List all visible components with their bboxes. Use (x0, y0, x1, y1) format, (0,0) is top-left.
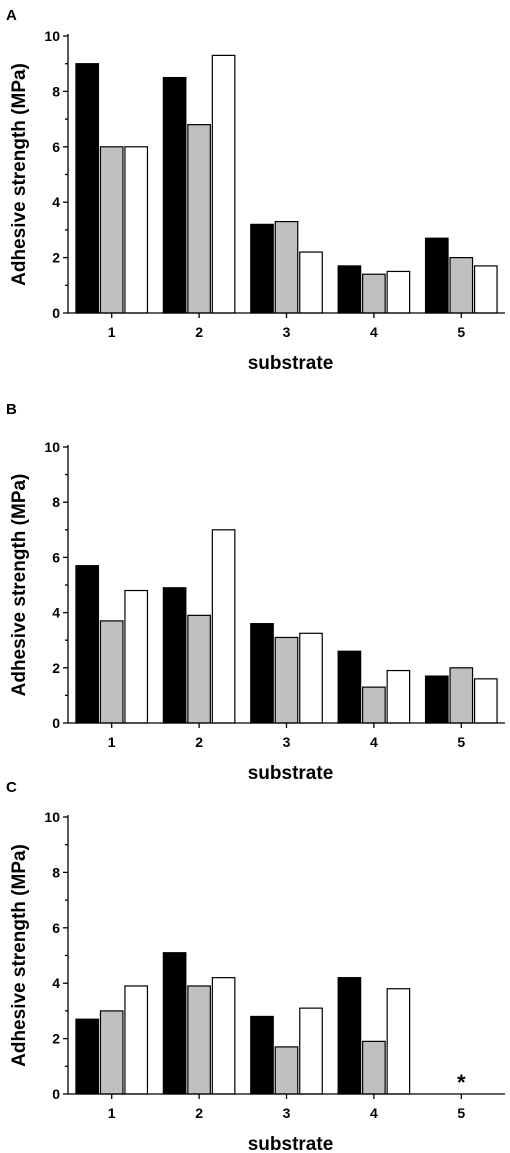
x-tick-label: 4 (370, 324, 378, 340)
bar-series3-category-1 (124, 589, 149, 724)
x-tick-label: 4 (370, 1105, 378, 1121)
bar-series1-category-2 (162, 76, 187, 314)
bar-series2-category-4 (362, 686, 386, 724)
x-tick-label: 2 (195, 324, 203, 340)
panel-label: A (6, 7, 17, 24)
bar-series1-category-5 (424, 675, 449, 724)
bar-series2-category-2 (187, 614, 211, 724)
y-tick-label: 8 (52, 864, 60, 880)
bar-series1-category-2 (162, 952, 187, 1095)
y-tick-label: 0 (52, 715, 60, 731)
bar-series3-category-3 (299, 251, 323, 314)
bar-series1-category-1 (75, 565, 100, 724)
y-tick-label: 10 (44, 439, 60, 455)
y-tick-label: 6 (52, 549, 60, 565)
y-tick-label: 10 (44, 809, 60, 825)
bar-series1-category-2 (162, 587, 187, 724)
x-tick-label: 1 (108, 1105, 116, 1121)
bar-series3-category-5 (473, 678, 498, 724)
bar-series1-category-4 (337, 650, 362, 724)
x-tick-label: 1 (108, 324, 116, 340)
bar-series1-category-4 (337, 977, 362, 1095)
y-tick-label: 6 (52, 139, 60, 155)
x-axis-title: substrate (248, 763, 334, 784)
panel-label: B (6, 401, 17, 418)
y-axis-title: Adhesive strength (MPa) (9, 474, 30, 697)
y-tick-label: 10 (44, 28, 60, 44)
bar-series3-category-4 (386, 669, 411, 724)
y-tick-label: 4 (52, 194, 60, 210)
bar-series3-category-2 (211, 529, 236, 724)
bar-series2-category-3 (274, 1046, 299, 1095)
bar-series2-category-1 (99, 1010, 124, 1095)
bar-series2-category-2 (187, 985, 211, 1095)
x-axis-title: substrate (248, 353, 334, 374)
y-tick-label: 8 (52, 83, 60, 99)
y-tick-label: 2 (52, 1031, 60, 1047)
x-tick-label: 5 (457, 734, 465, 750)
y-tick-label: 6 (52, 920, 60, 936)
bar-series3-category-5 (473, 265, 498, 314)
bar-series2-category-3 (274, 636, 299, 724)
bar-series3-category-2 (211, 977, 236, 1095)
bar-series2-category-5 (449, 667, 474, 724)
bar-series1-category-3 (250, 1015, 274, 1095)
bar-series3-category-2 (211, 54, 236, 314)
x-tick-label: 5 (457, 1105, 465, 1121)
y-tick-label: 4 (52, 605, 60, 621)
bar-series1-category-1 (75, 1018, 100, 1095)
bar-series3-category-3 (299, 632, 323, 724)
bar-series3-category-4 (386, 270, 411, 314)
bar-series1-category-3 (250, 623, 274, 724)
y-tick-label: 2 (52, 250, 60, 266)
bar-series2-category-3 (274, 220, 299, 314)
y-tick-label: 2 (52, 660, 60, 676)
bar-series1-category-5 (424, 237, 449, 314)
y-tick-label: 0 (52, 1086, 60, 1102)
x-tick-label: 3 (283, 324, 291, 340)
x-tick-label: 1 (108, 734, 116, 750)
panel-label: C (6, 779, 17, 796)
bar-series2-category-5 (449, 257, 474, 314)
bar-series1-category-3 (250, 223, 274, 314)
bar-series3-category-1 (124, 146, 149, 314)
y-tick-label: 0 (52, 305, 60, 321)
x-tick-label: 3 (283, 734, 291, 750)
bar-series1-category-1 (75, 63, 100, 314)
bar-series1-category-4 (337, 265, 362, 314)
bar-series2-category-4 (362, 1040, 386, 1095)
annotation-asterisk: * (457, 1070, 466, 1095)
x-tick-label: 2 (195, 734, 203, 750)
x-tick-label: 2 (195, 1105, 203, 1121)
bar-series2-category-1 (99, 146, 124, 314)
x-axis-title: substrate (248, 1134, 334, 1153)
bar-series3-category-4 (386, 988, 411, 1095)
x-tick-label: 4 (370, 734, 378, 750)
bar-series3-category-3 (299, 1007, 323, 1095)
y-axis-title: Adhesive strength (MPa) (9, 844, 30, 1067)
x-tick-label: 3 (283, 1105, 291, 1121)
y-tick-label: 8 (52, 494, 60, 510)
y-tick-label: 4 (52, 975, 60, 991)
bar-series2-category-1 (99, 620, 124, 724)
y-axis-title: Adhesive strength (MPa) (9, 63, 30, 286)
x-tick-label: 5 (457, 324, 465, 340)
bar-series2-category-2 (187, 124, 211, 314)
bar-series3-category-1 (124, 985, 149, 1095)
bar-series2-category-4 (362, 273, 386, 314)
